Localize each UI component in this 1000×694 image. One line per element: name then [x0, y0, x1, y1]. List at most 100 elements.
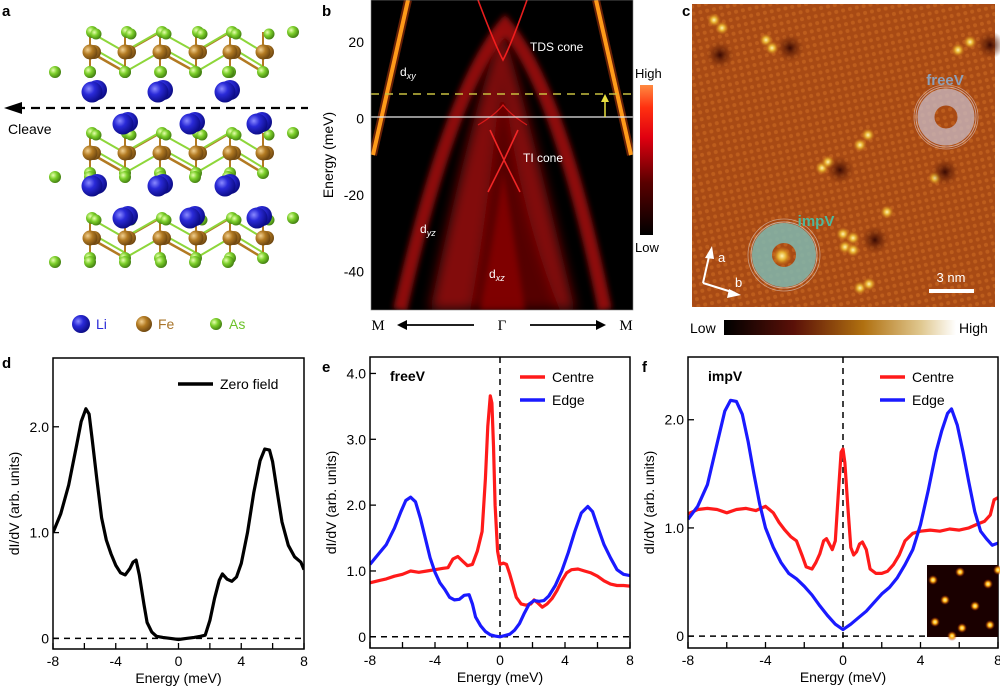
panel-f: f -8 -4 0 4 8 0 1.0 2.0 Energy (meV) dI/dV (arb. …	[641, 356, 1000, 685]
crystal-structure	[49, 26, 299, 268]
fe-atom	[188, 145, 204, 161]
inset-spot	[955, 567, 965, 577]
x-axis-label: Energy (meV)	[800, 669, 886, 685]
x-tick-label: 4	[917, 652, 925, 668]
x-tick-label: -4	[429, 652, 442, 668]
li-atom	[179, 207, 201, 229]
y-tick-label: 4.0	[347, 365, 367, 381]
legend-item: Edge	[520, 392, 585, 408]
stm-dark-spot	[826, 156, 854, 184]
legend-label: Zero field	[220, 376, 278, 392]
arrow-right-icon	[596, 320, 606, 330]
y-tick-label: 0	[41, 630, 49, 646]
as-atom	[189, 66, 201, 78]
dxz-band	[480, 170, 525, 310]
y-tick-label: 1.0	[347, 563, 367, 579]
as-atom	[49, 256, 61, 268]
li-atom	[112, 207, 134, 229]
as-atom	[49, 171, 61, 183]
arrow-left-icon	[4, 102, 22, 114]
as-atom	[196, 129, 208, 141]
li-atom	[147, 175, 169, 197]
y-tick-label: 0	[358, 629, 366, 645]
fe-atom-icon	[136, 316, 152, 332]
freev-marker	[913, 84, 979, 150]
axis-a-label: a	[718, 250, 726, 265]
fe-atom	[188, 44, 204, 60]
plot-frame	[52, 357, 305, 650]
fe-atom	[82, 230, 98, 246]
panel-a: a Cleave Li Fe As	[2, 3, 308, 333]
panel-label-a: a	[2, 3, 11, 20]
li-atom	[246, 207, 268, 229]
stm-bright-spot	[861, 128, 875, 142]
freev-label: freeV	[926, 72, 964, 89]
impv-marker	[747, 218, 821, 292]
tds-cone-upper	[477, 0, 528, 62]
x-tick-label: 0	[175, 653, 183, 669]
colorbar-c-low: Low	[690, 320, 717, 336]
arpes-image: TDS cone TI cone dxy dyz dxz	[371, 0, 633, 310]
inset-spot	[970, 601, 980, 611]
y-axis-label: dI/dV (arb. units)	[323, 451, 339, 555]
dxy-label: dxy	[400, 65, 416, 81]
inset-spot	[930, 617, 940, 627]
as-atom-icon	[210, 318, 222, 330]
series-line-centre	[370, 394, 630, 609]
li-atom	[214, 81, 236, 103]
as-atom	[230, 129, 242, 141]
as-atom	[119, 66, 131, 78]
y-tick-label: 1.0	[30, 525, 50, 541]
as-atom	[155, 256, 167, 268]
as-atom	[90, 214, 102, 226]
li-atom	[81, 81, 103, 103]
colorbar-b-gradient	[640, 85, 653, 235]
as-atom	[287, 127, 299, 139]
as-atom	[160, 214, 172, 226]
stm-dark-spot	[976, 31, 1000, 59]
as-atom	[287, 212, 299, 224]
legend-label: Centre	[552, 369, 594, 385]
x-tick-label: 0	[496, 652, 504, 668]
series-line-centre	[688, 447, 998, 575]
fe-atom	[82, 44, 98, 60]
legend-li: Li	[72, 315, 107, 333]
as-atom	[90, 28, 102, 40]
colorbar-c: Low High	[690, 320, 988, 336]
y-axis-label: dI/dV (arb. units)	[641, 451, 657, 555]
y-axis-ticks-b: 20 0 -20 -40	[344, 34, 364, 280]
x-tick-label: -8	[364, 652, 377, 668]
y-tick-label: 1.0	[665, 520, 685, 536]
as-atom	[189, 256, 201, 268]
y-axis-label-b: Energy (meV)	[320, 112, 336, 198]
legend-label: Centre	[912, 369, 954, 385]
as-atom	[90, 129, 102, 141]
li-atom	[112, 113, 134, 135]
inset-spot	[993, 565, 1000, 575]
colorbar-c-gradient	[724, 320, 956, 335]
panel-label-d: d	[2, 355, 11, 372]
stm-bright-spot	[765, 41, 779, 55]
fe-atom	[255, 145, 271, 161]
y-tick-label: 2.0	[30, 419, 50, 435]
li-atom	[214, 175, 236, 197]
impv-label: impV	[798, 213, 835, 230]
legend-item: Edge	[880, 392, 945, 408]
inset-spot	[985, 620, 995, 630]
as-atom	[125, 28, 137, 40]
axis-b-arrow-icon	[727, 289, 741, 298]
x-axis-label: Energy (meV)	[135, 670, 221, 686]
as-atom	[230, 28, 242, 40]
legend-as: As	[210, 316, 245, 332]
panel-label-f: f	[642, 359, 648, 376]
y-tick-label-b: 20	[348, 34, 364, 50]
stm-bright-spot	[853, 138, 867, 152]
as-atom	[160, 28, 172, 40]
axis-a-arrow-icon	[705, 246, 714, 259]
y-tick-label: 2.0	[347, 497, 367, 513]
inset-spot	[940, 595, 950, 605]
x-tick-label: -8	[682, 652, 695, 668]
cleave-arrow	[4, 102, 308, 114]
panel-b: b TDS cone TI cone dxy	[320, 0, 662, 334]
